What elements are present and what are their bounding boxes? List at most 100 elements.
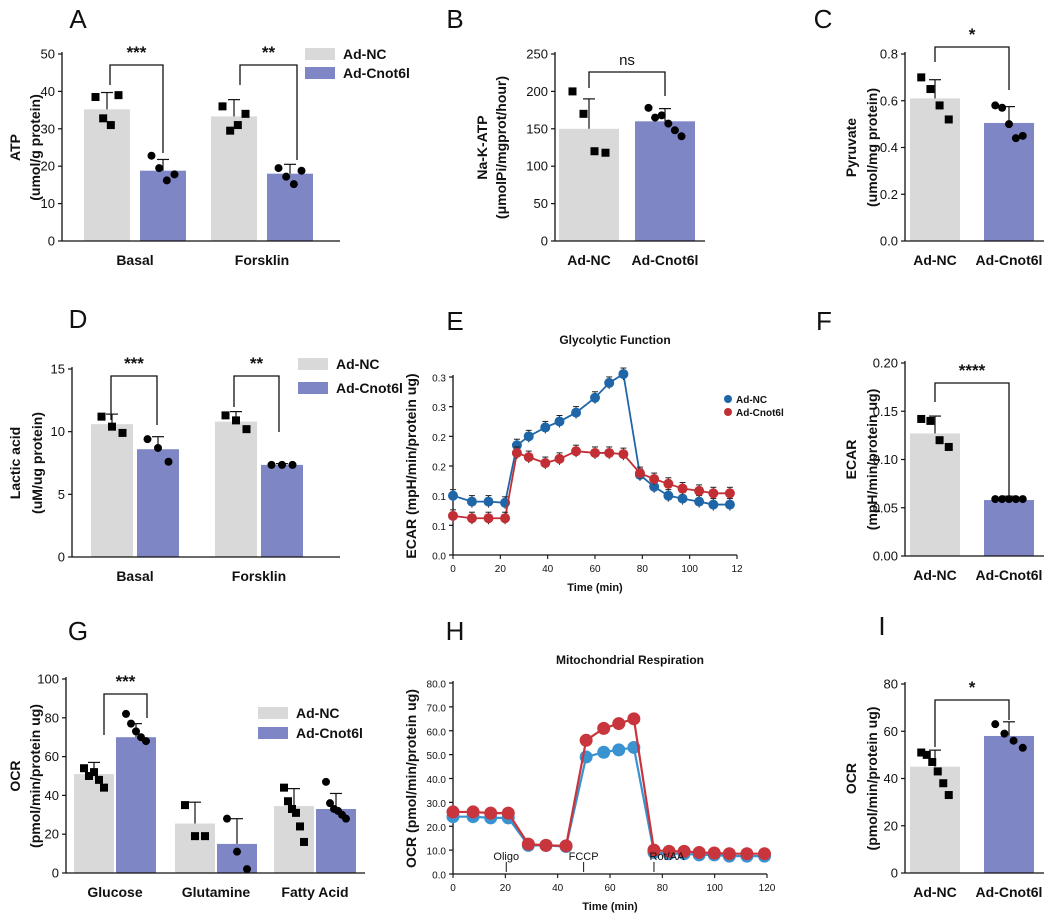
panel-label: E [446, 306, 463, 336]
legend-label: Ad-NC [343, 46, 387, 62]
significance-bracket [934, 382, 1010, 497]
bar-ad-nc [175, 823, 215, 873]
significance-bracket [233, 375, 280, 432]
bar-ad-cnot6l [984, 500, 1034, 556]
y-tick-label: 40 [41, 84, 55, 99]
data-point [296, 822, 304, 831]
series-point-ad-cnot6l [677, 844, 691, 858]
data-point [267, 460, 276, 469]
x-tick-label: 12 [731, 564, 743, 575]
data-point [568, 87, 577, 96]
series-point-ad-cnot6l [677, 483, 688, 494]
legend-label: Ad-NC [296, 705, 340, 721]
x-tick-label: 20 [500, 883, 512, 894]
bar-ad-nc [910, 433, 960, 556]
y-axis-title: ATP [7, 134, 23, 161]
series-point-ad-cnot6l [571, 446, 582, 457]
series-point-ad-nc [597, 745, 611, 759]
x-tick-label: 0 [450, 883, 456, 894]
series-point-ad-cnot6l [559, 839, 573, 853]
series-point-ad-cnot6l [466, 805, 480, 819]
significance-bracket [110, 375, 158, 425]
y-tick-label: 50.0 [427, 751, 447, 762]
data-point [201, 832, 209, 841]
data-point [280, 783, 288, 792]
bar-ad-cnot6l [261, 464, 303, 557]
bar-ad-cnot6l [635, 121, 695, 241]
significance-bracket [588, 71, 666, 96]
data-point [99, 114, 108, 123]
y-tick-label: 10 [51, 424, 65, 439]
data-point [114, 91, 123, 100]
bar-ad-cnot6l [316, 808, 356, 873]
y-axis-title-units: (μmolPi/mgprot/hour) [493, 76, 509, 219]
x-category-label: Ad-NC [567, 252, 611, 268]
bar-ad-nc [910, 766, 960, 873]
y-tick-label: 0.0 [432, 871, 446, 882]
data-point [326, 799, 334, 808]
series-point-ad-cnot6l [649, 474, 660, 485]
significance-label: * [969, 678, 976, 697]
y-axis-title-units: (pmol/min/protein ug) [864, 707, 880, 851]
significance-bracket [103, 693, 148, 735]
series-point-ad-cnot6l [612, 717, 626, 731]
legend-swatch-ad-cnot6l [258, 727, 288, 739]
panel-label: G [68, 616, 88, 646]
x-category-label: Ad-Cnot6l [976, 252, 1043, 268]
data-point [97, 412, 106, 421]
data-point [917, 73, 926, 82]
bar-ad-nc [215, 421, 257, 557]
data-point [1018, 131, 1027, 140]
data-point [143, 435, 152, 444]
y-tick-label: 0.10 [873, 452, 898, 467]
y-tick-label: 15 [51, 362, 65, 377]
data-point [284, 797, 292, 806]
series-point-ad-cnot6l [590, 447, 600, 458]
data-point [926, 85, 935, 94]
y-tick-label: 0.15 [873, 404, 898, 419]
y-tick-label: 40 [884, 771, 898, 786]
x-category-label: Forsklin [232, 568, 286, 584]
panel-label: C [814, 4, 833, 34]
significance-label: ns [619, 52, 635, 69]
bar-ad-nc [559, 128, 619, 241]
chart-title: Glycolytic Function [559, 333, 670, 347]
y-tick-label: 80.0 [427, 680, 447, 691]
panel-label: F [816, 306, 832, 336]
data-point [1005, 495, 1013, 504]
y-tick-label: 0 [58, 550, 65, 565]
y-tick-label: 200 [526, 84, 548, 99]
legend-swatch-ad-nc [305, 48, 335, 60]
series-point-ad-nc [694, 496, 705, 507]
y-axis-title: OCR (pmol/min/protein ug) [403, 689, 419, 868]
data-point [933, 767, 942, 776]
series-point-ad-cnot6l [757, 847, 771, 861]
significance-label: * [969, 25, 976, 44]
series-point-ad-cnot6l [484, 806, 498, 820]
y-tick-label: 0.4 [880, 140, 898, 155]
y-tick-label: 0 [541, 234, 548, 249]
data-point [132, 727, 140, 736]
series-point-ad-nc [448, 490, 458, 501]
series-point-ad-nc [511, 440, 522, 451]
y-axis-title: ECAR (mpH/min/protein ug) [403, 373, 419, 558]
x-category-label: Ad-Cnot6l [632, 252, 699, 268]
x-axis-title: Time (min) [582, 901, 638, 913]
x-category-label: Ad-Cnot6l [976, 884, 1043, 900]
series-point-ad-cnot6l [627, 712, 641, 726]
series-point-ad-nc [466, 496, 477, 507]
data-point [232, 416, 240, 425]
data-point [242, 425, 251, 434]
y-tick-label: 0.2 [432, 433, 446, 444]
y-tick-label: 70.0 [427, 703, 447, 714]
data-point [221, 411, 230, 420]
y-tick-label: 80 [884, 677, 898, 692]
y-axis-title-units: (umol/g protein) [27, 94, 43, 201]
series-point-ad-nc [612, 743, 626, 757]
y-tick-label: 60 [884, 724, 898, 739]
data-point [1009, 736, 1018, 745]
series-point-ad-cnot6l [539, 838, 553, 852]
data-point [664, 119, 673, 128]
y-tick-label: 50 [41, 47, 55, 62]
